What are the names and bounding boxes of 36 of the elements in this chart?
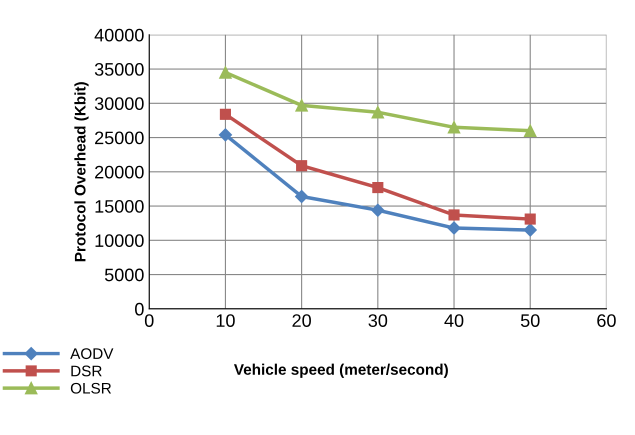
- x-tick-label: 40: [444, 314, 464, 327]
- x-axis-title: Vehicle speed (meter/second): [234, 364, 448, 378]
- y-tick-label: 20000: [95, 166, 144, 179]
- legend-label: AODV: [70, 348, 114, 360]
- y-tick-label: 0: [135, 302, 144, 316]
- point: [448, 121, 460, 134]
- y-tick-label: 5000: [104, 268, 144, 282]
- point: [295, 190, 308, 204]
- legend-label: DSR: [71, 366, 102, 376]
- point: [220, 108, 231, 120]
- point: [218, 128, 232, 142]
- y-tick-label: 40000: [94, 28, 144, 42]
- point: [372, 106, 384, 118]
- x-tick-label: 20: [292, 314, 311, 327]
- point: [219, 66, 232, 79]
- x-tick-label: 50: [520, 314, 540, 327]
- y-tick-label: 35000: [94, 62, 144, 76]
- point: [524, 214, 536, 225]
- point: [447, 221, 461, 235]
- point: [296, 160, 308, 172]
- point: [524, 223, 537, 237]
- y-tick-label: 30000: [94, 97, 144, 110]
- x-tick-label: 30: [368, 314, 388, 327]
- legend-label: OLSR: [70, 382, 112, 394]
- y-tick-label: 10000: [96, 234, 144, 248]
- point: [371, 204, 384, 217]
- y-tick-label: 15000: [96, 200, 144, 213]
- point: [295, 99, 308, 112]
- y-tick-label: 25000: [95, 132, 144, 144]
- point: [372, 182, 384, 194]
- y-axis-title: Protocol Overhead (Kbit): [74, 82, 89, 262]
- point: [448, 209, 460, 221]
- point: [524, 124, 536, 137]
- x-tick-label: 10: [216, 314, 235, 327]
- x-tick-label: 0: [144, 314, 154, 327]
- x-tick-label: 60: [597, 314, 616, 327]
